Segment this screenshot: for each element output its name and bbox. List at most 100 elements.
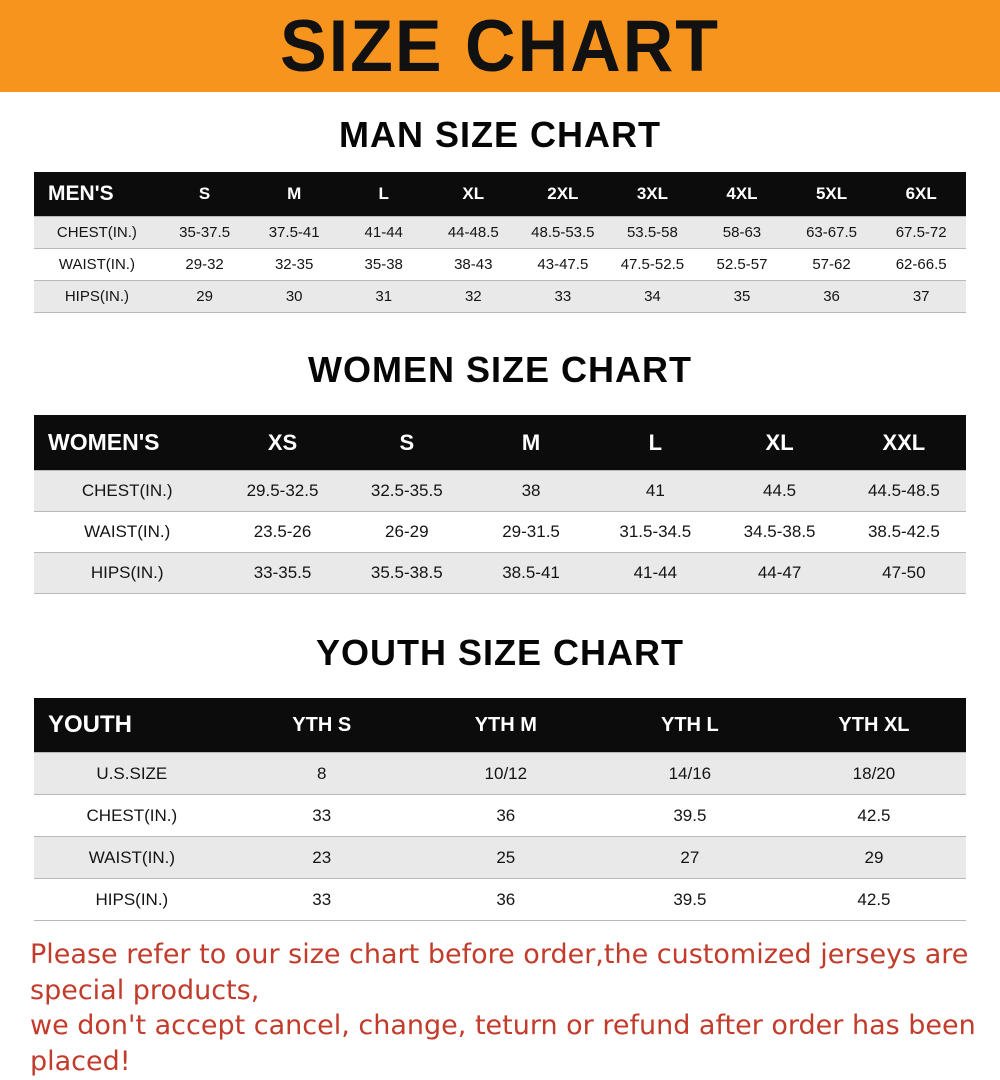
cell-value: 48.5-53.5 bbox=[531, 224, 595, 241]
column-header: L bbox=[378, 184, 389, 203]
footer-note-line2: we don't accept cancel, change, teturn o… bbox=[30, 1010, 976, 1077]
cell-value: 29-32 bbox=[185, 256, 224, 273]
cell-value: 26-29 bbox=[385, 522, 429, 541]
cell-value: 14/16 bbox=[668, 763, 712, 783]
column-header: S bbox=[198, 184, 211, 203]
row-label: U.S.SIZE bbox=[96, 763, 168, 783]
column-header: 4XL bbox=[726, 184, 758, 203]
cell-value: 44.5-48.5 bbox=[867, 481, 940, 500]
row-label: CHEST(IN.) bbox=[56, 224, 137, 241]
cell-value: 33 bbox=[312, 889, 332, 909]
cell-value: 38 bbox=[521, 481, 541, 500]
cell-value: 35 bbox=[733, 288, 751, 305]
cell-value: 37.5-41 bbox=[268, 224, 320, 241]
cell-value: 62-66.5 bbox=[895, 256, 947, 273]
cell-value: 34 bbox=[644, 288, 661, 305]
cell-value: 58-63 bbox=[722, 224, 762, 241]
women-table-header: WOMEN'S XS S M L XL XXL bbox=[34, 415, 966, 471]
cell-value: 23 bbox=[312, 847, 332, 867]
row-label: HIPS(IN.) bbox=[64, 288, 129, 305]
banner-title: SIZE CHART bbox=[280, 5, 720, 87]
cell-value: 8 bbox=[317, 763, 327, 783]
column-header: YTH S bbox=[292, 713, 352, 736]
cell-value: 35.5-38.5 bbox=[370, 563, 443, 582]
cell-value: 25 bbox=[496, 847, 516, 867]
column-header: YTH XL bbox=[838, 713, 910, 736]
table-row: WAIST(IN.) 23.5-26 26-29 29-31.5 31.5-34.5 34… bbox=[34, 511, 966, 553]
banner: SIZE CHART bbox=[0, 0, 1000, 92]
youth-table-body: U.S.SIZE 8 10/12 14/16 18/20 CHEST(IN.) 33 36 39… bbox=[34, 752, 966, 921]
footer-note-line1: Please refer to our size chart before or… bbox=[30, 939, 969, 1006]
table-row: WAIST(IN.) 23 25 27 29 bbox=[34, 836, 966, 879]
women-table-body: CHEST(IN.) 29.5-32.5 32.5-35.5 38 41 44.5 44.5… bbox=[34, 470, 966, 594]
cell-value: 42.5 bbox=[857, 889, 891, 909]
cell-value: 39.5 bbox=[673, 805, 707, 825]
cell-value: 42.5 bbox=[857, 805, 891, 825]
column-header: 5XL bbox=[815, 184, 848, 203]
column-header: YTH L bbox=[660, 713, 719, 736]
men-size-table: MEN'S S M L XL 2XL 3XL 4XL 5XL 6XL CHEST(IN.) 35-3… bbox=[34, 172, 966, 313]
cell-value: 36 bbox=[496, 889, 516, 909]
cell-value: 32 bbox=[464, 288, 482, 305]
column-header: XS bbox=[267, 429, 298, 455]
cell-value: 29.5-32.5 bbox=[246, 481, 319, 500]
row-label: HIPS(IN.) bbox=[95, 889, 169, 909]
footer-note: Please refer to our size chart before or… bbox=[30, 937, 1000, 1080]
column-header: 3XL bbox=[636, 184, 668, 203]
column-header: S bbox=[399, 429, 415, 455]
column-header: L bbox=[648, 429, 663, 455]
cell-value: 38.5-41 bbox=[502, 563, 560, 582]
cell-value: 47.5-52.5 bbox=[620, 256, 685, 273]
youth-table-header: YOUTH YTH S YTH M YTH L YTH XL bbox=[34, 698, 966, 753]
cell-value: 33 bbox=[312, 805, 332, 825]
table-row: HIPS(IN.) 29 30 31 32 33 34 35 36 37 bbox=[34, 280, 966, 313]
table-label-header: MEN'S bbox=[48, 182, 114, 205]
cell-value: 39.5 bbox=[673, 889, 707, 909]
column-header: 2XL bbox=[547, 184, 579, 203]
row-label: WAIST(IN.) bbox=[88, 847, 175, 867]
cell-value: 44-48.5 bbox=[447, 224, 499, 241]
cell-value: 32-35 bbox=[274, 256, 314, 273]
cell-value: 63-67.5 bbox=[806, 224, 857, 241]
table-row: CHEST(IN.) 29.5-32.5 32.5-35.5 38 41 44.5 44.5… bbox=[34, 470, 966, 512]
cell-value: 31.5-34.5 bbox=[619, 522, 692, 541]
cell-value: 32.5-35.5 bbox=[370, 481, 443, 500]
men-table-header: MEN'S S M L XL 2XL 3XL 4XL 5XL 6XL bbox=[34, 172, 966, 217]
column-header: XL bbox=[765, 429, 794, 455]
cell-value: 44-47 bbox=[757, 563, 802, 582]
men-table-body: CHEST(IN.) 35-37.5 37.5-41 41-44 44-48.5 48.5… bbox=[34, 216, 966, 313]
cell-value: 29-31.5 bbox=[502, 522, 560, 541]
column-header: M bbox=[521, 429, 541, 455]
cell-value: 10/12 bbox=[484, 763, 528, 783]
cell-value: 67.5-72 bbox=[895, 224, 947, 241]
row-label: WAIST(IN.) bbox=[58, 256, 135, 273]
header-row: MEN'S S M L XL 2XL 3XL 4XL 5XL 6XL bbox=[34, 172, 966, 217]
cell-value: 30 bbox=[285, 288, 303, 305]
cell-value: 41 bbox=[645, 481, 665, 500]
cell-value: 38.5-42.5 bbox=[867, 522, 940, 541]
row-label: CHEST(IN.) bbox=[86, 805, 178, 825]
section-heading-man: MAN SIZE CHART bbox=[339, 114, 661, 155]
table-label-header: WOMEN'S bbox=[48, 429, 160, 455]
table-row: HIPS(IN.) 33-35.5 35.5-38.5 38.5-41 41-44 44-… bbox=[34, 552, 966, 594]
cell-value: 18/20 bbox=[852, 763, 896, 783]
header-row: YOUTH YTH S YTH M YTH L YTH XL bbox=[34, 698, 966, 753]
cell-value: 44.5 bbox=[763, 481, 797, 500]
cell-value: 23.5-26 bbox=[253, 522, 312, 541]
cell-value: 33-35.5 bbox=[253, 563, 312, 582]
cell-value: 35-38 bbox=[364, 256, 403, 273]
cell-value: 47-50 bbox=[882, 563, 926, 582]
cell-value: 36 bbox=[496, 805, 516, 825]
table-label-header: YOUTH bbox=[48, 711, 132, 738]
cell-value: 34.5-38.5 bbox=[743, 522, 816, 541]
cell-value: 41-44 bbox=[364, 224, 403, 241]
row-label: HIPS(IN.) bbox=[90, 563, 164, 582]
row-label: CHEST(IN.) bbox=[81, 481, 173, 500]
table-row: CHEST(IN.) 35-37.5 37.5-41 41-44 44-48.5 48.5… bbox=[34, 216, 966, 249]
cell-value: 41-44 bbox=[633, 563, 678, 582]
cell-value: 35-37.5 bbox=[179, 224, 231, 241]
table-row: HIPS(IN.) 33 36 39.5 42.5 bbox=[34, 878, 966, 921]
table-row: CHEST(IN.) 33 36 39.5 42.5 bbox=[34, 794, 966, 837]
column-header: YTH M bbox=[474, 713, 537, 736]
cell-value: 29 bbox=[864, 847, 884, 867]
